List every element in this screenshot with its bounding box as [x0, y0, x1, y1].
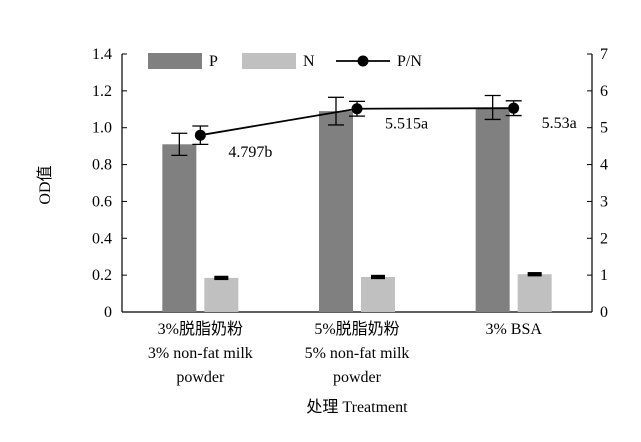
left-tick-label: 0 [104, 304, 112, 321]
pn-line-series: 4.797b 5.515a 5.53a [192, 101, 576, 161]
right-tick-label: 2 [600, 230, 608, 247]
legend-label-p: P [209, 53, 218, 70]
bar-p [319, 111, 353, 312]
legend-marker-pn [358, 56, 369, 67]
left-tick-label: 0.8 [92, 157, 112, 174]
pn-point [508, 103, 519, 114]
legend-swatch-n [242, 53, 296, 69]
bar-n [518, 274, 552, 312]
y-axis-label: OD值 [36, 165, 54, 204]
right-tick-label: 1 [600, 267, 608, 284]
right-tick-label: 5 [600, 120, 608, 137]
category-label: powder [333, 369, 382, 386]
left-tick-label: 1.4 [92, 46, 112, 63]
left-tick-label: 0.6 [92, 193, 112, 210]
category-label: 3%脱脂奶粉 [158, 320, 243, 338]
category-label: 3% non-fat milk [148, 345, 253, 362]
bar-n [204, 278, 238, 312]
pn-point [195, 130, 206, 141]
category-label: 3% BSA [485, 321, 542, 338]
pn-data-label: 5.53a [542, 115, 577, 132]
left-tick-label: 0.2 [92, 267, 112, 284]
legend-label-n: N [303, 53, 315, 70]
left-tick-label: 0.4 [92, 230, 112, 247]
category-labels: 3%脱脂奶粉 3% non-fat milk powder 5%脱脂奶粉 5% non-… [148, 320, 542, 386]
pn-data-label: 5.515a [385, 116, 428, 133]
category-label: 5% non-fat milk [305, 345, 410, 362]
category-label: powder [176, 369, 225, 386]
right-tick-label: 7 [600, 46, 608, 63]
right-tick-label: 0 [600, 304, 608, 321]
bar-n [361, 277, 395, 312]
bar-p [476, 107, 510, 312]
pn-point [352, 103, 363, 114]
legend-swatch-p [148, 53, 202, 69]
bar-p [162, 144, 196, 312]
legend: P N P/N [148, 53, 422, 70]
pn-data-label: 4.797b [228, 144, 272, 161]
right-tick-label: 4 [600, 157, 608, 174]
chart: 4.797b 5.515a 5.53a 0 0.2 0.4 0.6 0.8 1.0 1.2 1.4… [0, 0, 641, 442]
right-tick-label: 6 [600, 83, 608, 100]
bars [162, 107, 551, 312]
legend-label-pn: P/N [397, 53, 422, 70]
left-tick-label: 1.0 [92, 120, 112, 137]
right-tick-label: 3 [600, 193, 608, 210]
x-axis-label: 处理 Treatment [306, 398, 408, 416]
category-label: 5%脱脂奶粉 [314, 320, 399, 338]
left-tick-label: 1.2 [92, 83, 112, 100]
